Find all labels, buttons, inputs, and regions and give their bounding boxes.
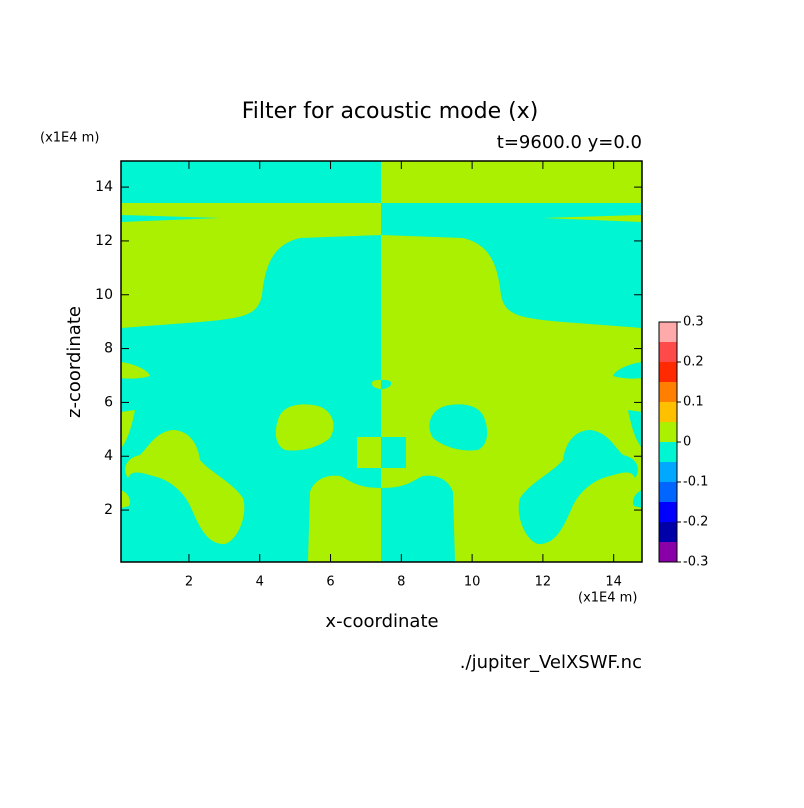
x-tick-label: 6	[326, 575, 334, 590]
y-tick-label: 2	[104, 502, 113, 518]
x-tick-label: 12	[535, 575, 552, 590]
y-tick-label: 12	[95, 233, 113, 249]
contour-region	[381, 379, 392, 389]
left-half	[121, 161, 382, 562]
contour-field	[121, 161, 642, 562]
contour-region	[125, 430, 245, 545]
x-tick-label: 2	[185, 575, 193, 590]
axes: 2 4 6 8 10 12 14 2 4 6 8 10 12 14 -0.3 -0.2 -0.1 0 0.1 0.2 0…	[95, 161, 708, 590]
colorbar-bin	[659, 422, 677, 442]
y-tick-label: 10	[95, 287, 113, 303]
left-half	[381, 161, 642, 562]
colorbar-tick-label: -0.2	[683, 515, 708, 530]
colorbar-tick-label: 0.2	[683, 355, 704, 370]
contour-region	[121, 215, 220, 222]
colorbar-tick-label: 0.3	[683, 315, 704, 330]
contour-region	[121, 203, 382, 328]
contour-region	[613, 362, 642, 379]
y-tick-label: 6	[104, 394, 113, 410]
colorbar-bin	[659, 502, 677, 522]
x-tick-label: 14	[605, 575, 622, 590]
y-axis-label: z-coordinate	[64, 306, 85, 418]
colorbar-bin	[659, 322, 677, 342]
contour-region	[371, 379, 382, 389]
colorbar-tick-label: 0.1	[683, 395, 704, 410]
x-tick-label: 8	[397, 575, 405, 590]
contour-region	[518, 430, 638, 545]
contour-region	[308, 475, 382, 562]
colorbar-tick-label: 0	[683, 435, 691, 450]
plot-frame	[120, 160, 643, 563]
x-tick-label: 4	[256, 575, 264, 590]
colorbar-bin	[659, 442, 677, 462]
source-label: ./jupiter_VelXSWF.nc	[460, 652, 642, 673]
colorbar-bin	[659, 482, 677, 502]
x-axis-label: x-coordinate	[325, 611, 438, 632]
contour-region	[632, 490, 642, 508]
chart-title: Filter for acoustic mode (x)	[242, 99, 539, 124]
y-tick-label: 14	[95, 179, 113, 195]
contour-region	[275, 404, 334, 451]
y-tick-label: 8	[104, 341, 113, 357]
y-tick-label: 4	[104, 448, 113, 464]
contour-region	[628, 410, 642, 448]
contour-region	[381, 475, 455, 562]
colorbar-bin	[659, 522, 677, 542]
chart-subtitle: t=9600.0 y=0.0	[497, 132, 642, 153]
x-unit: (x1E4 m)	[578, 591, 637, 606]
contour-region	[429, 404, 488, 451]
colorbar-bin	[659, 542, 677, 562]
colorbar-bin	[659, 402, 677, 422]
y-unit: (x1E4 m)	[40, 131, 99, 146]
right-half	[381, 161, 642, 562]
contour-region	[121, 362, 150, 379]
x-tick-label: 10	[464, 575, 481, 590]
colorbar-bin	[659, 382, 677, 402]
colorbar-bin	[659, 342, 677, 362]
colorbar-tick-label: -0.1	[683, 475, 708, 490]
contour-region	[543, 215, 642, 222]
contour-region	[381, 437, 406, 468]
colorbar-bin	[659, 462, 677, 482]
contour-region	[381, 203, 642, 328]
contour-region	[121, 410, 135, 448]
contour-region	[357, 437, 382, 468]
contour-region	[121, 490, 131, 508]
colorbar-bin	[659, 362, 677, 382]
colorbar-tick-label: -0.3	[683, 555, 708, 570]
